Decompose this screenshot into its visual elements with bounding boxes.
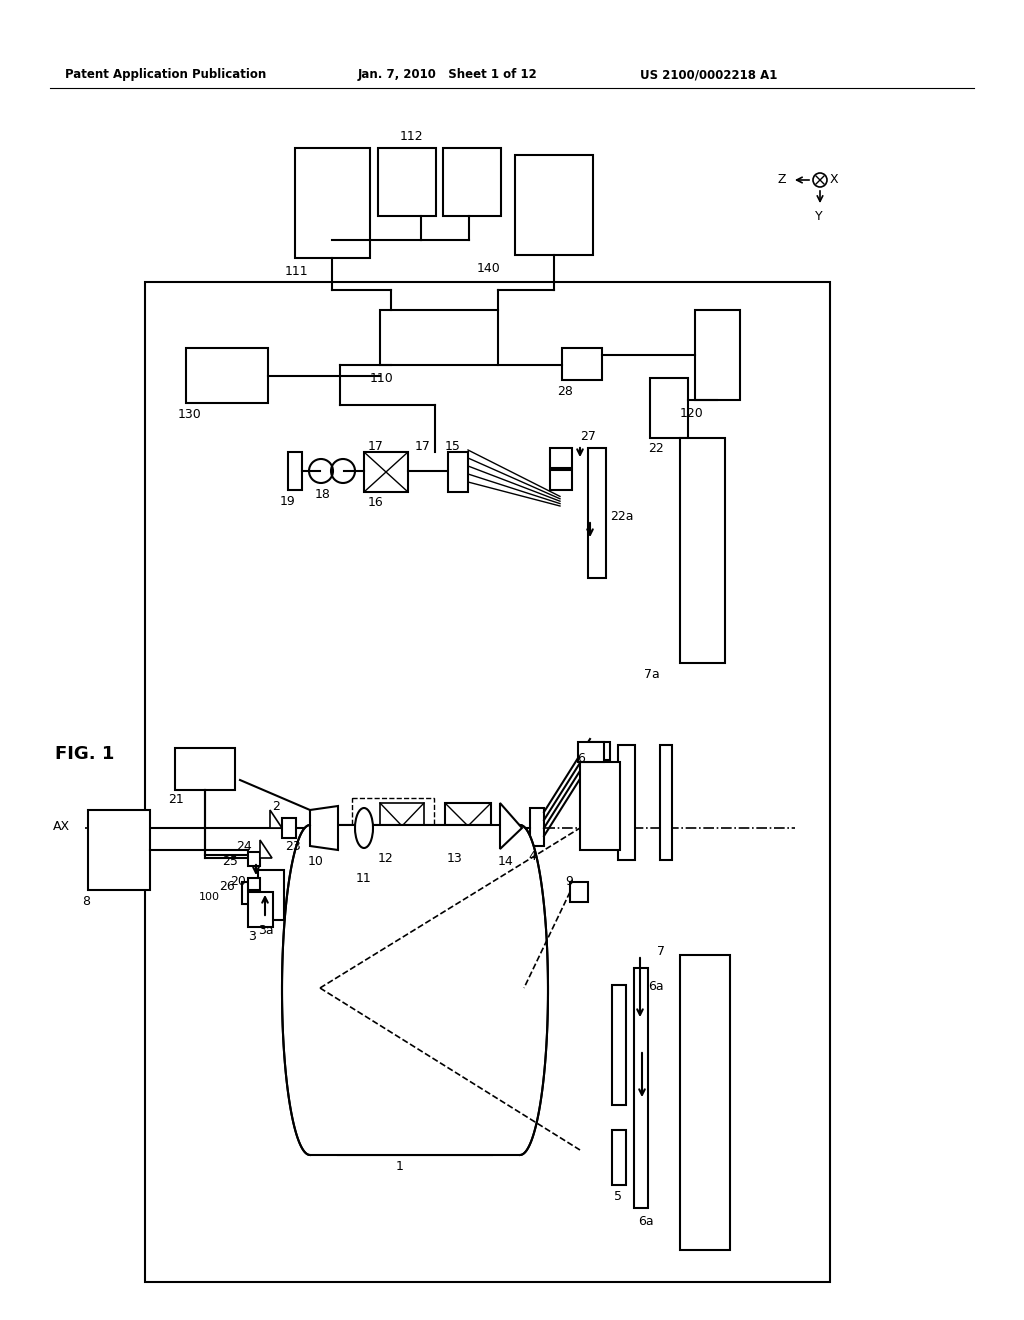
Text: 9: 9 xyxy=(565,875,572,888)
Bar xyxy=(588,447,606,578)
Text: 15: 15 xyxy=(445,440,461,453)
Text: 130: 130 xyxy=(178,408,202,421)
Text: 6: 6 xyxy=(577,752,585,766)
Bar xyxy=(443,148,501,216)
Bar xyxy=(515,154,593,255)
Text: 26: 26 xyxy=(219,880,234,894)
Text: Z: Z xyxy=(777,173,785,186)
Bar xyxy=(612,985,626,1105)
Bar xyxy=(634,968,648,1208)
Text: 17: 17 xyxy=(368,440,384,453)
Bar xyxy=(695,310,740,400)
Text: 3: 3 xyxy=(248,931,256,942)
Text: AX: AX xyxy=(53,820,70,833)
Bar xyxy=(445,803,490,849)
Text: US 2100/0002218 A1: US 2100/0002218 A1 xyxy=(640,69,777,81)
Text: 4: 4 xyxy=(528,850,536,863)
Ellipse shape xyxy=(355,808,373,847)
Bar xyxy=(380,803,424,849)
Polygon shape xyxy=(500,803,522,849)
Bar xyxy=(88,810,150,890)
Text: Patent Application Publication: Patent Application Publication xyxy=(65,69,266,81)
Text: 111: 111 xyxy=(285,265,308,279)
Bar xyxy=(352,799,434,858)
Bar xyxy=(248,851,260,866)
Bar xyxy=(550,447,572,469)
Bar xyxy=(242,882,256,904)
Bar xyxy=(650,378,688,438)
Bar xyxy=(380,310,498,366)
Text: 10: 10 xyxy=(308,855,324,869)
Text: 27: 27 xyxy=(580,430,596,444)
Text: 2: 2 xyxy=(272,800,280,813)
Bar xyxy=(248,892,273,927)
Text: 19: 19 xyxy=(280,495,296,508)
Polygon shape xyxy=(270,810,282,828)
Text: 3a: 3a xyxy=(258,924,273,937)
Text: 14: 14 xyxy=(498,855,514,869)
Text: 7: 7 xyxy=(657,945,665,958)
Bar xyxy=(612,1130,626,1185)
Bar xyxy=(580,762,620,850)
Text: 20: 20 xyxy=(230,875,246,888)
Bar xyxy=(590,742,610,760)
Text: 5: 5 xyxy=(614,1191,622,1203)
Text: 24: 24 xyxy=(237,840,252,853)
Text: 100: 100 xyxy=(199,892,220,902)
Text: 140: 140 xyxy=(476,261,500,275)
Text: 13: 13 xyxy=(447,851,463,865)
Text: 17: 17 xyxy=(415,440,431,453)
Text: 11: 11 xyxy=(356,873,372,884)
Polygon shape xyxy=(282,825,548,1155)
Bar xyxy=(378,148,436,216)
Bar xyxy=(295,148,370,257)
Bar xyxy=(562,348,602,380)
Text: 28: 28 xyxy=(557,385,572,399)
Text: Y: Y xyxy=(815,210,822,223)
Bar xyxy=(186,348,268,403)
Bar xyxy=(530,808,544,846)
Text: 23: 23 xyxy=(285,840,301,853)
Bar xyxy=(288,451,302,490)
Bar xyxy=(175,748,234,789)
Text: 21: 21 xyxy=(168,793,183,807)
Bar xyxy=(660,744,672,861)
Bar xyxy=(680,438,725,663)
Bar xyxy=(248,878,260,890)
Text: 22a: 22a xyxy=(610,510,634,523)
Text: 112: 112 xyxy=(400,129,424,143)
Text: X: X xyxy=(830,173,839,186)
Text: 6a: 6a xyxy=(638,1214,653,1228)
Text: 1: 1 xyxy=(396,1160,403,1173)
Bar xyxy=(618,744,635,861)
Bar xyxy=(680,954,730,1250)
Text: 6a: 6a xyxy=(648,979,664,993)
Text: 25: 25 xyxy=(222,855,238,869)
Bar xyxy=(258,870,284,920)
Bar xyxy=(145,282,830,1282)
Text: 110: 110 xyxy=(370,372,394,385)
Text: 8: 8 xyxy=(82,895,90,908)
Text: 18: 18 xyxy=(315,488,331,502)
Text: 16: 16 xyxy=(368,496,384,510)
Text: 12: 12 xyxy=(378,851,394,865)
Polygon shape xyxy=(260,840,272,858)
Bar xyxy=(282,818,296,838)
Text: 120: 120 xyxy=(680,407,703,420)
Text: Jan. 7, 2010   Sheet 1 of 12: Jan. 7, 2010 Sheet 1 of 12 xyxy=(358,69,538,81)
Bar xyxy=(578,742,604,762)
Bar xyxy=(590,762,610,780)
Text: 22: 22 xyxy=(648,442,664,455)
Bar xyxy=(550,470,572,490)
Text: 7a: 7a xyxy=(644,668,660,681)
Polygon shape xyxy=(310,807,338,850)
Polygon shape xyxy=(449,451,468,492)
Text: FIG. 1: FIG. 1 xyxy=(55,744,115,763)
Bar xyxy=(570,882,588,902)
Bar xyxy=(364,451,408,492)
